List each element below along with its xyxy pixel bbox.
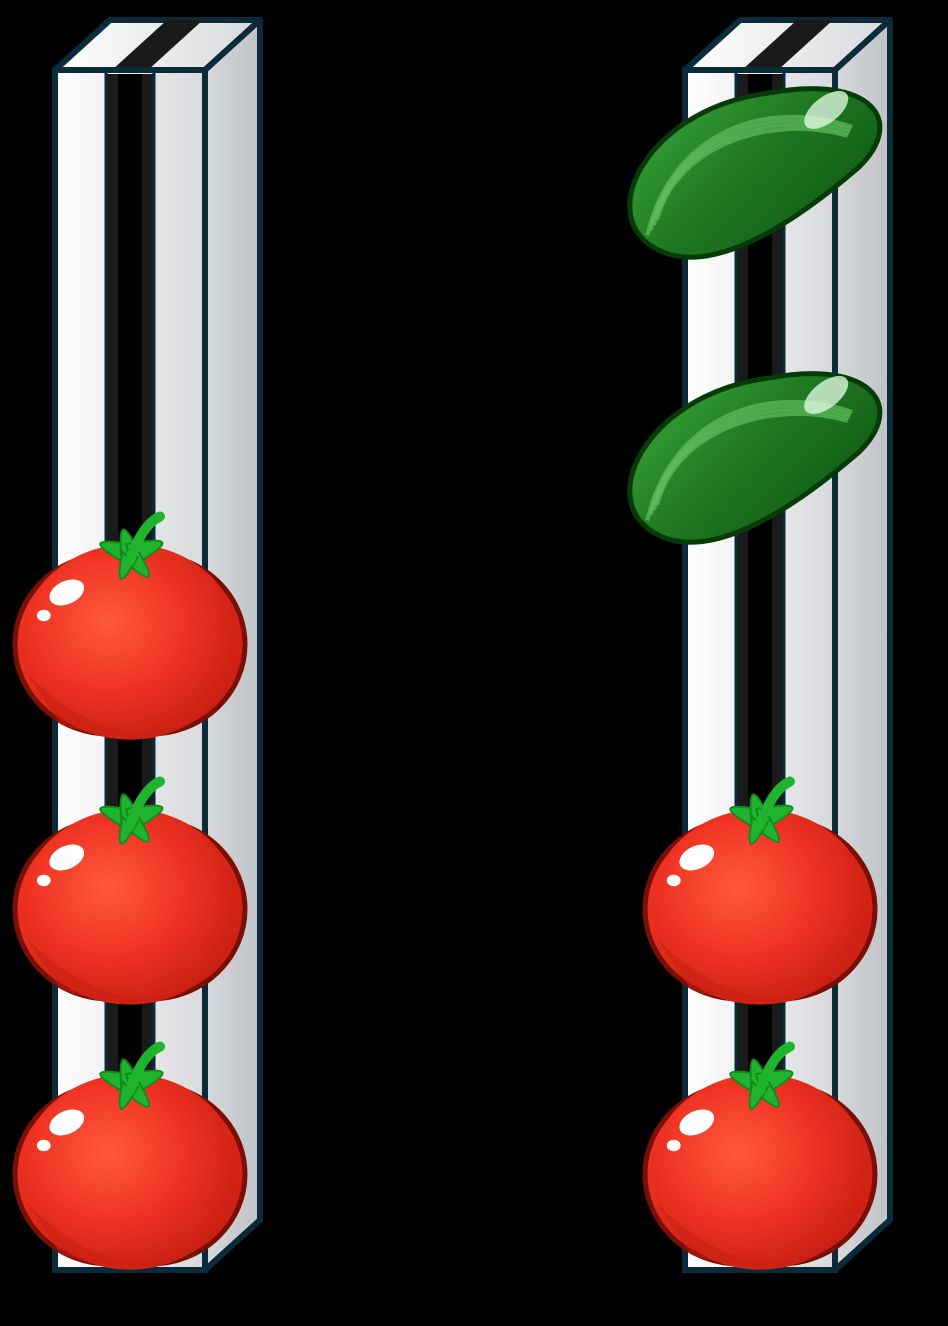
diagram-stage — [0, 0, 948, 1326]
diagram-svg — [0, 0, 948, 1326]
